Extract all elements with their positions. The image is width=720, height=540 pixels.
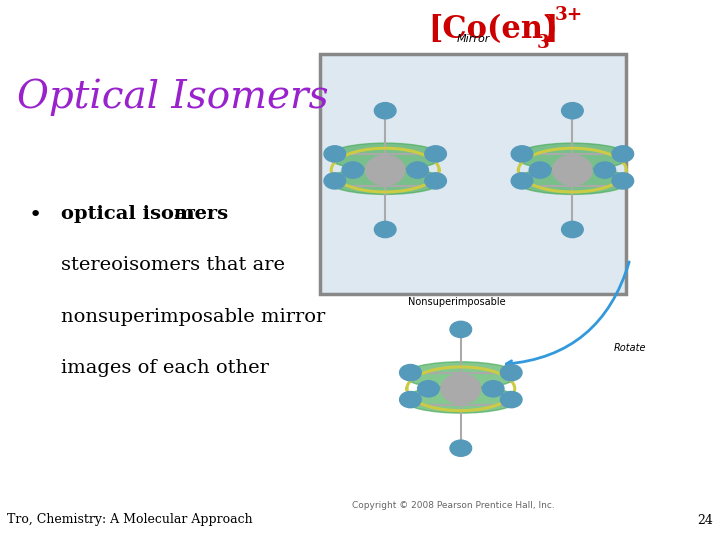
Text: [Co(en): [Co(en) — [428, 14, 558, 45]
Circle shape — [324, 173, 346, 189]
Text: •: • — [29, 205, 42, 225]
Circle shape — [450, 440, 472, 456]
Circle shape — [324, 146, 346, 162]
Circle shape — [500, 364, 522, 381]
Text: 24: 24 — [697, 514, 713, 526]
Text: 3: 3 — [536, 34, 549, 52]
Ellipse shape — [328, 167, 443, 194]
Circle shape — [400, 364, 421, 381]
Text: Optical Isomers: Optical Isomers — [17, 78, 328, 116]
Ellipse shape — [515, 167, 630, 194]
Text: Nonsuperimposable: Nonsuperimposable — [408, 298, 506, 307]
Circle shape — [425, 146, 446, 162]
Ellipse shape — [403, 386, 518, 413]
Ellipse shape — [328, 143, 443, 170]
Ellipse shape — [515, 143, 630, 170]
Circle shape — [374, 221, 396, 238]
Circle shape — [425, 173, 446, 189]
Ellipse shape — [403, 362, 518, 389]
Circle shape — [407, 162, 428, 178]
Text: nonsuperimposable mirror: nonsuperimposable mirror — [61, 308, 325, 326]
Text: stereoisomers that are: stereoisomers that are — [61, 256, 285, 274]
Text: 3+: 3+ — [554, 5, 582, 24]
Text: Tro, Chemistry: A Molecular Approach: Tro, Chemistry: A Molecular Approach — [7, 514, 253, 526]
Circle shape — [562, 103, 583, 119]
Circle shape — [482, 381, 504, 397]
Text: are: are — [168, 205, 207, 223]
Circle shape — [400, 392, 421, 408]
Circle shape — [500, 392, 522, 408]
FancyBboxPatch shape — [320, 54, 626, 294]
Circle shape — [612, 173, 634, 189]
Circle shape — [418, 381, 439, 397]
Text: ]: ] — [544, 14, 558, 45]
Circle shape — [594, 162, 616, 178]
Circle shape — [511, 146, 533, 162]
Circle shape — [612, 146, 634, 162]
Circle shape — [366, 155, 405, 185]
Circle shape — [562, 221, 583, 238]
Text: Copyright © 2008 Pearson Prentice Hall, Inc.: Copyright © 2008 Pearson Prentice Hall, … — [352, 501, 555, 510]
Circle shape — [342, 162, 364, 178]
Circle shape — [374, 103, 396, 119]
Text: optical isomers: optical isomers — [61, 205, 228, 223]
Circle shape — [552, 155, 592, 185]
Circle shape — [529, 162, 551, 178]
Circle shape — [441, 374, 481, 403]
Text: images of each other: images of each other — [61, 359, 269, 377]
Text: Mirror: Mirror — [456, 34, 490, 44]
Text: Rotate: Rotate — [613, 343, 647, 353]
Circle shape — [450, 321, 472, 338]
Circle shape — [511, 173, 533, 189]
